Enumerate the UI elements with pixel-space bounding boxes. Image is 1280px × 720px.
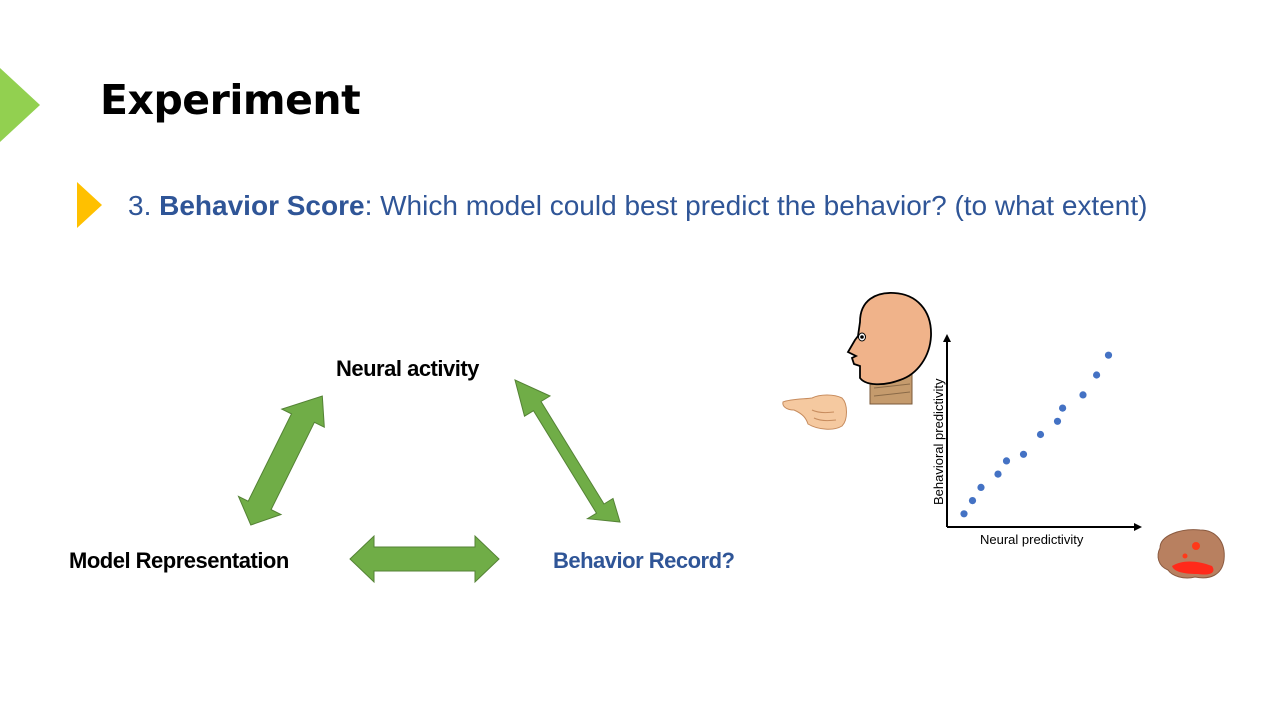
y-axis-label: Behavioral predictivity (931, 378, 946, 505)
bullet-number: 3. (128, 190, 152, 221)
scatter-point-10 (1079, 391, 1087, 399)
x-axis-arrowhead (1134, 523, 1142, 531)
scatter-point-12 (1104, 351, 1113, 359)
brain-icon (1157, 529, 1225, 579)
scatter-point-1 (960, 510, 968, 518)
title-accent-triangle (0, 68, 40, 142)
slide-title: Experiment (100, 76, 361, 124)
scatter-point-3 (977, 483, 985, 491)
x-axis-label: Neural predictivity (980, 532, 1084, 547)
pointing-hand-icon (782, 394, 847, 430)
bullet-paragraph: 3. Behavior Score: Which model could bes… (128, 186, 1168, 225)
scatter-point-4 (994, 470, 1002, 478)
scatter-point-2 (968, 497, 977, 505)
arrow-model-behavior (349, 534, 500, 584)
scatter-point-8 (1053, 417, 1062, 425)
head-icon (846, 292, 932, 405)
node-neural-activity: Neural activity (336, 356, 479, 381)
bullet-marker-icon (77, 182, 102, 228)
scatter-point-11 (1093, 371, 1101, 379)
scatter-point-9 (1059, 404, 1067, 412)
scatter-point-6 (1019, 450, 1028, 458)
arrow-neural-behavior (514, 379, 621, 523)
bullet-label: Behavior Score (159, 190, 365, 221)
scatter-point-7 (1036, 430, 1045, 439)
bullet-separator: : (364, 190, 373, 221)
arrow-model-neural (237, 395, 325, 526)
scatter-points (960, 351, 1113, 518)
scatter-point-5 (1002, 457, 1011, 465)
scatter-chart: Neural predictivity Behavioral predictiv… (931, 334, 1142, 547)
node-model-representation: Model Representation (69, 548, 289, 573)
y-axis-arrowhead (943, 334, 951, 342)
bullet-body: Which model could best predict the behav… (380, 190, 1148, 221)
node-behavior-record: Behavior Record? (553, 548, 735, 573)
